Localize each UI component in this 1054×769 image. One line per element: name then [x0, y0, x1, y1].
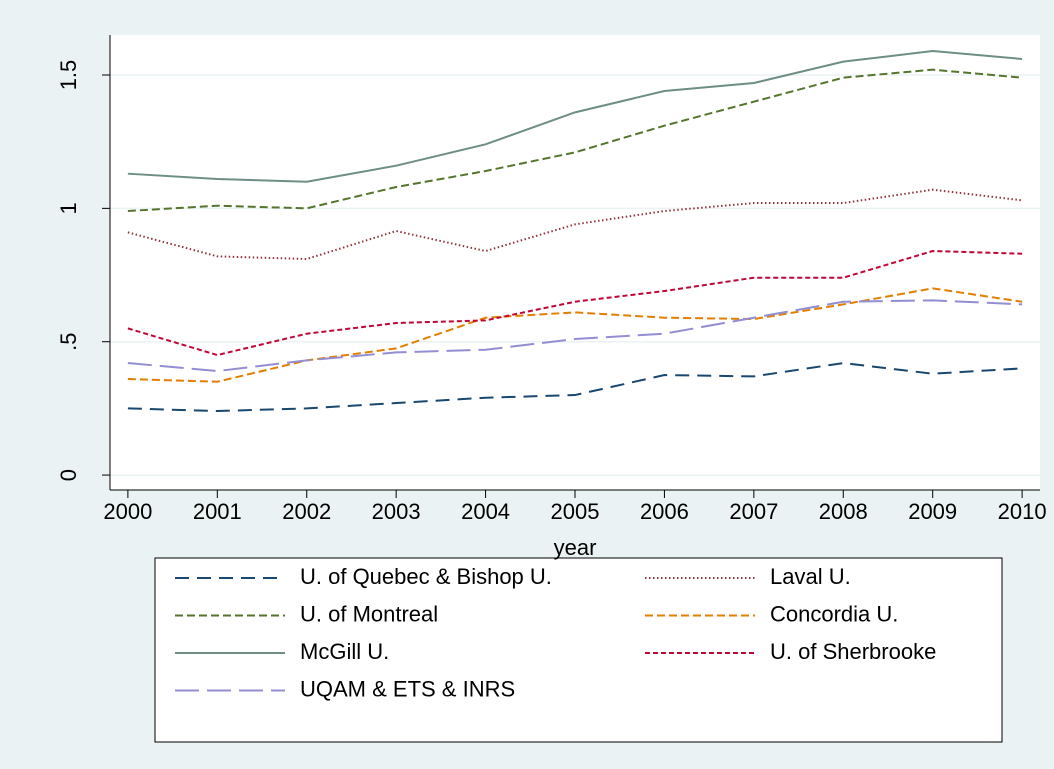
- line-series: [127, 49, 1023, 183]
- line-series: [127, 68, 1023, 213]
- legend-label: U. of Montreal: [300, 601, 438, 626]
- y-tick-label: .5: [56, 333, 81, 351]
- y-tick-label: 0: [56, 469, 81, 481]
- line-series: [127, 299, 1023, 373]
- x-tick-label: 2007: [729, 499, 778, 524]
- plot-area: [110, 35, 1040, 490]
- x-tick-label: 2005: [551, 499, 600, 524]
- line-series: [127, 188, 1023, 261]
- legend-box: [154, 557, 1003, 743]
- line-series: [127, 287, 1023, 383]
- x-tick-label: 2006: [640, 499, 689, 524]
- x-tick-label: 2008: [819, 499, 868, 524]
- line-series: [127, 250, 1023, 357]
- x-tick-label: 2003: [372, 499, 421, 524]
- legend-label: Laval U.: [770, 564, 851, 589]
- legend-label: McGill U.: [300, 639, 389, 664]
- x-tick-label: 2009: [908, 499, 957, 524]
- legend-label: U. of Quebec & Bishop U.: [300, 564, 552, 589]
- x-axis-label: year: [554, 535, 597, 560]
- x-tick-label: 2004: [461, 499, 510, 524]
- x-tick-label: 2000: [103, 499, 152, 524]
- x-tick-label: 2002: [282, 499, 331, 524]
- x-tick-label: 2010: [998, 499, 1047, 524]
- y-tick-label: 1: [56, 202, 81, 214]
- line-series: [127, 362, 1023, 413]
- legend-label: Concordia U.: [770, 601, 898, 626]
- legend-label: UQAM & ETS & INRS: [300, 676, 515, 701]
- x-tick-label: 2001: [193, 499, 242, 524]
- y-tick-label: 1.5: [56, 60, 81, 91]
- legend-label: U. of Sherbrooke: [770, 639, 936, 664]
